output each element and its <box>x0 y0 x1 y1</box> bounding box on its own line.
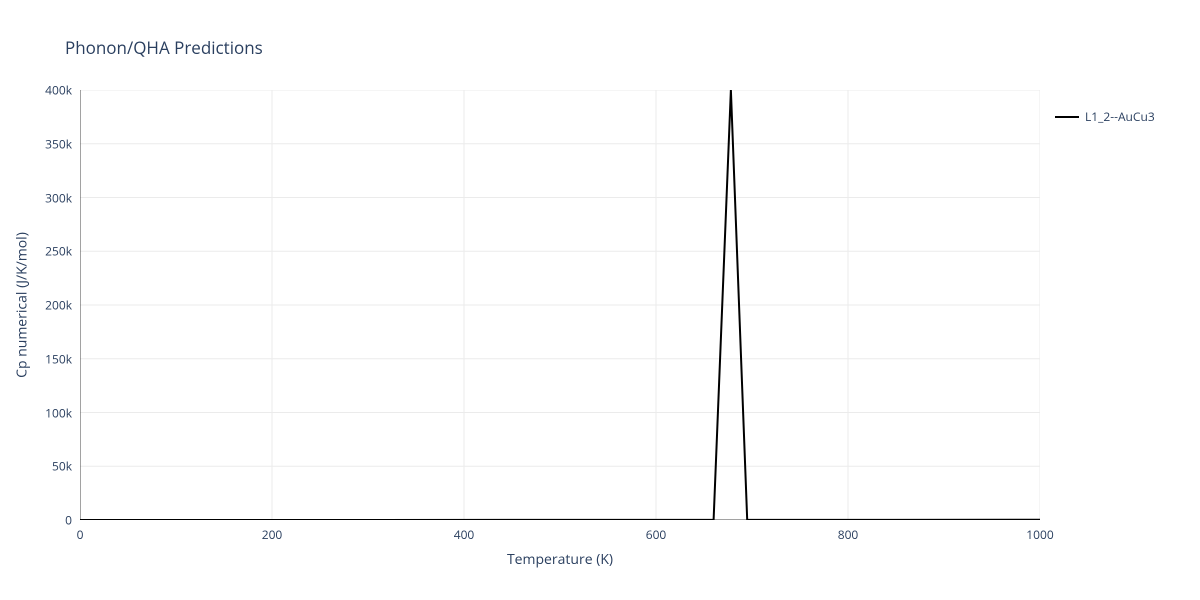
chart-container: Phonon/QHA Predictions L1_2--AuCu3 0 200 4… <box>0 0 1200 600</box>
y-tick-label: 100k <box>45 404 72 421</box>
legend-label: L1_2--AuCu3 <box>1085 108 1155 125</box>
y-tick-label: 150k <box>45 350 72 367</box>
x-tick-label: 0 <box>77 526 84 543</box>
y-tick-label: 400k <box>45 82 72 99</box>
y-tick-label: 300k <box>45 189 72 206</box>
x-tick-label: 1000 <box>1026 526 1053 543</box>
x-tick-label: 600 <box>646 526 667 543</box>
plot-svg <box>80 90 1040 520</box>
y-tick-label: 350k <box>45 135 72 152</box>
legend[interactable]: L1_2--AuCu3 <box>1055 108 1155 125</box>
x-tick-label: 200 <box>262 526 283 543</box>
y-tick-label: 250k <box>45 243 72 260</box>
plot-area[interactable] <box>80 90 1040 520</box>
x-tick-label: 800 <box>838 526 859 543</box>
y-tick-label: 50k <box>52 458 72 475</box>
legend-swatch <box>1055 116 1079 118</box>
x-axis-title: Temperature (K) <box>507 550 613 569</box>
legend-item[interactable]: L1_2--AuCu3 <box>1055 108 1155 125</box>
y-axis-title: Cp numerical (J/K/mol) <box>13 232 32 378</box>
y-tick-label: 200k <box>45 297 72 314</box>
chart-title: Phonon/QHA Predictions <box>65 36 263 59</box>
x-tick-label: 400 <box>454 526 475 543</box>
y-tick-label: 0 <box>65 512 72 529</box>
